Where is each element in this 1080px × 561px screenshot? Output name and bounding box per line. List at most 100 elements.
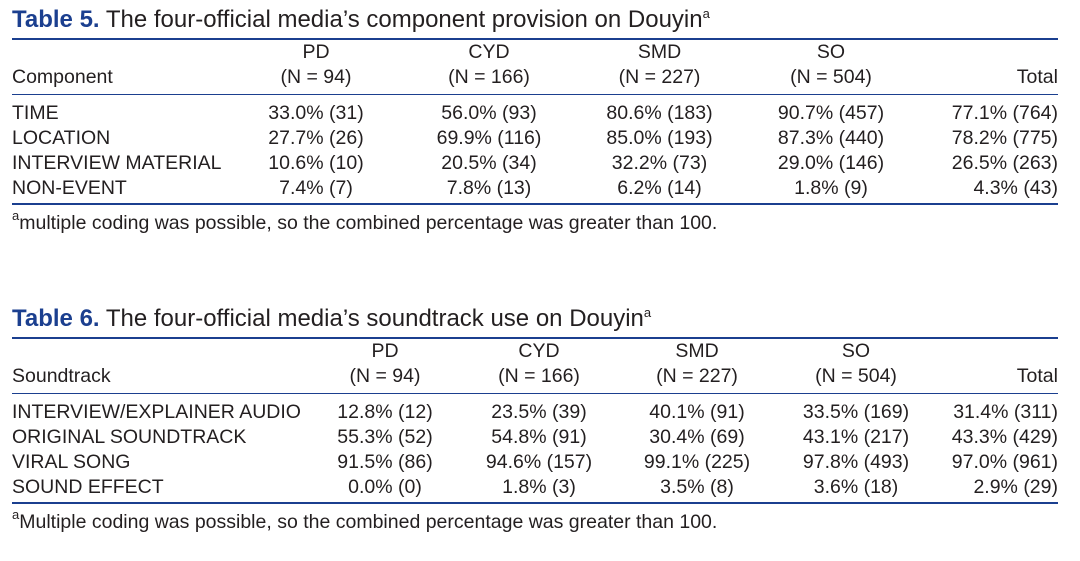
table-row: SOUND EFFECT 0.0% (0) 1.8% (3) 3.5% (8) … [12,475,1058,504]
table-cell: 1.8% (9) [747,176,915,205]
table-row: TIME 33.0% (31) 56.0% (93) 80.6% (183) 9… [12,95,1058,127]
row-label: VIRAL SONG [12,451,131,473]
column-n: (N = 227) [618,364,776,394]
column-header: PD [371,340,399,362]
table-5: Table 5. The four-official media’s compo… [12,2,1058,237]
total-cell: 2.9% (29) [936,475,1058,504]
total-cell: 77.1% (764) [951,102,1058,124]
table-cell: 20.5% (34) [441,152,537,174]
stub-header: Soundtrack [12,364,310,394]
table-cell: 87.3% (440) [777,127,885,149]
table-row: LOCATION 27.7% (26) 69.9% (116) 85.0% (1… [12,126,1058,151]
table-cell: 94.6% (157) [485,451,593,473]
table-cell: 0.0% (0) [310,475,460,504]
table-cell: 97.8% (493) [802,451,910,473]
table-cell: 12.8% (12) [337,401,433,423]
top-rule [12,337,1058,339]
total-header: Total [936,364,1058,394]
table-cell: 99.1% (225) [643,451,751,473]
table-title: The four-official media’s soundtrack use… [105,305,644,332]
table-cell: 43.1% (217) [802,426,910,448]
row-label: INTERVIEW/EXPLAINER AUDIO [12,401,301,423]
table-cell: 80.6% (183) [606,102,713,124]
footnote-marker: a [643,305,652,320]
table-cell: 33.0% (31) [268,102,364,124]
table-cell: 27.7% (26) [268,127,364,149]
table-row: VIRAL SONG 91.5% (86) 94.6% (157) 99.1% … [12,450,1058,475]
table-caption: Table 5. The four-official media’s compo… [12,2,1058,38]
column-header: PD [302,41,330,63]
table-footnote: amultiple coding was possible, so the co… [12,205,1058,237]
data-table: PD CYD SMD SO Soundtrack (N = 94) (N = 1… [12,339,1058,504]
table-cell: 32.2% (73) [611,152,708,174]
table-cell: 33.5% (169) [802,401,910,423]
total-cell: 78.2% (775) [951,127,1058,149]
table-cell: 7.4% (7) [226,176,406,205]
table-cell: 1.8% (3) [460,475,618,504]
total-cell: 4.3% (43) [915,176,1058,205]
table-cell: 56.0% (93) [441,102,537,124]
table-cell: 10.6% (10) [268,152,364,174]
table-label: Table 6. [12,305,100,332]
row-label: NON-EVENT [12,176,226,205]
table-cell: 91.5% (86) [337,451,433,473]
data-table: PD CYD SMD SO Component (N = 94) (N = 16… [12,40,1058,205]
table-cell: 6.2% (14) [572,176,747,205]
table-6: Table 6. The four-official media’s sound… [12,301,1058,536]
column-header: CYD [518,340,560,362]
column-n: (N = 166) [460,364,618,394]
table-label: Table 5. [12,6,100,33]
column-n: (N = 504) [776,364,936,394]
header-row-n: Component (N = 94) (N = 166) (N = 227) (… [12,65,1058,95]
header-row-n: Soundtrack (N = 94) (N = 166) (N = 227) … [12,364,1058,394]
top-rule [12,38,1058,40]
column-header: SMD [675,340,719,362]
row-label: TIME [12,102,59,124]
column-header: CYD [468,41,510,63]
table-row: INTERVIEW/EXPLAINER AUDIO 12.8% (12) 23.… [12,394,1058,426]
stub-header: Component [12,65,226,95]
total-header: Total [915,65,1058,95]
row-label: LOCATION [12,127,111,149]
table-cell: 29.0% (146) [777,152,885,174]
table-cell: 69.9% (116) [436,127,542,149]
header-row-names: PD CYD SMD SO [12,339,1058,364]
table-cell: 85.0% (193) [606,127,713,149]
table-cell: 90.7% (457) [777,102,885,124]
row-label: ORIGINAL SOUNDTRACK [12,426,247,448]
footnote-marker: a [12,208,20,223]
column-n: (N = 166) [406,65,572,95]
footnote-text: Multiple coding was possible, so the com… [19,511,718,533]
table-cell: 55.3% (52) [337,426,433,448]
table-cell: 3.5% (8) [618,475,776,504]
row-label: SOUND EFFECT [12,475,310,504]
footnote-marker: a [12,507,20,522]
column-n: (N = 94) [310,364,460,394]
total-cell: 31.4% (311) [953,401,1058,423]
table-row: NON-EVENT 7.4% (7) 7.8% (13) 6.2% (14) 1… [12,176,1058,205]
table-caption: Table 6. The four-official media’s sound… [12,301,1058,337]
total-cell: 97.0% (961) [951,451,1058,473]
table-cell: 7.8% (13) [406,176,572,205]
table-cell: 40.1% (91) [649,401,745,423]
footnote-marker: a [702,6,710,21]
table-row: ORIGINAL SOUNDTRACK 55.3% (52) 54.8% (91… [12,425,1058,450]
column-header: SO [841,340,871,362]
table-row: INTERVIEW MATERIAL 10.6% (10) 20.5% (34)… [12,151,1058,176]
table-cell: 30.4% (69) [649,426,745,448]
table-footnote: aMultiple coding was possible, so the co… [12,504,1058,536]
footnote-text: multiple coding was possible, so the com… [19,212,718,234]
table-cell: 23.5% (39) [491,401,587,423]
column-n: (N = 504) [747,65,915,95]
table-cell: 54.8% (91) [491,426,587,448]
column-n: (N = 94) [226,65,406,95]
total-cell: 26.5% (263) [951,152,1058,174]
column-n: (N = 227) [572,65,747,95]
total-cell: 43.3% (429) [951,426,1058,448]
table-title: The four-official media’s component prov… [105,6,703,33]
row-label: INTERVIEW MATERIAL [12,152,222,174]
column-header: SO [816,41,846,63]
table-cell: 3.6% (18) [776,475,936,504]
column-header: SMD [637,41,682,63]
header-row-names: PD CYD SMD SO [12,40,1058,65]
